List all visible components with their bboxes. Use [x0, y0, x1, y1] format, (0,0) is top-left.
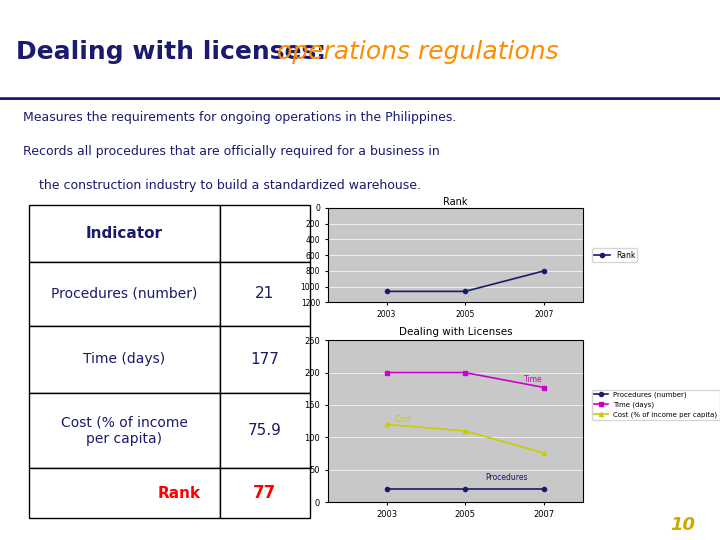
Text: Procedures: Procedures [485, 472, 527, 482]
Text: Cost: Cost [395, 415, 411, 424]
Legend: Procedures (number), Time (days), Cost (% of income per capita): Procedures (number), Time (days), Cost (… [592, 390, 719, 420]
Text: operations regulations: operations regulations [269, 40, 559, 64]
Text: 21: 21 [255, 286, 274, 301]
Bar [29, 261, 220, 326]
Text: Measures the requirements for ongoing operations in the Philippines.: Measures the requirements for ongoing op… [22, 111, 456, 124]
Text: 77: 77 [253, 484, 276, 502]
Text: Procedures (number): Procedures (number) [51, 287, 197, 301]
Bar [29, 468, 220, 518]
Bar [29, 205, 220, 261]
Bar [29, 393, 220, 468]
Bar [220, 261, 310, 326]
Text: 75.9: 75.9 [248, 423, 282, 438]
Text: Dealing with licenses:: Dealing with licenses: [16, 40, 326, 64]
Text: Time (days): Time (days) [84, 353, 166, 367]
Text: Time: Time [524, 375, 543, 384]
Title: Dealing with Licenses: Dealing with Licenses [399, 327, 512, 336]
Bar [220, 326, 310, 393]
Bar [220, 205, 310, 261]
Title: Rank: Rank [443, 197, 468, 207]
Text: Records all procedures that are officially required for a business in: Records all procedures that are official… [22, 145, 439, 158]
Text: Rank: Rank [158, 486, 201, 501]
Legend: Rank: Rank [592, 248, 637, 262]
Bar [220, 393, 310, 468]
Bar [29, 326, 220, 393]
Text: Cost (% of income
per capita): Cost (% of income per capita) [60, 416, 188, 446]
Bar [220, 468, 310, 518]
Text: Indicator: Indicator [86, 226, 163, 241]
Text: the construction industry to build a standardized warehouse.: the construction industry to build a sta… [22, 179, 420, 192]
Text: 10: 10 [670, 516, 695, 534]
Text: 177: 177 [251, 352, 279, 367]
